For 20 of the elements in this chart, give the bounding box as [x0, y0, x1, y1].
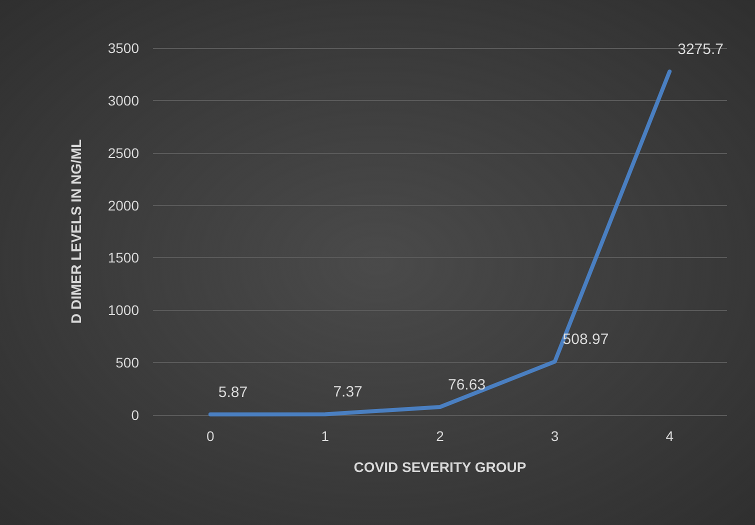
y-tick-label: 3500: [108, 40, 140, 56]
x-tick-label: 0: [206, 428, 214, 444]
y-axis-title: D DIMER LEVELS IN NG/ML: [68, 138, 84, 324]
y-tick-label: 2500: [108, 144, 140, 161]
line-series: [208, 70, 672, 416]
y-tick-label: 1000: [108, 302, 140, 318]
y-tick-label: 1500: [108, 250, 140, 266]
y-tick-label: 2000: [108, 197, 140, 214]
data-label: 3275.7: [678, 41, 724, 58]
x-axis-title: COVID SEVERITY GROUP: [354, 459, 526, 475]
y-tick-label: 500: [116, 354, 140, 371]
x-tick-label: 4: [666, 428, 674, 444]
x-tick-label: 2: [436, 428, 444, 444]
data-label: 7.37: [333, 384, 362, 401]
data-label: 76.63: [448, 376, 486, 394]
x-tick-label: 3: [550, 428, 559, 444]
y-tick-label: 0: [131, 407, 140, 423]
data-label: 5.87: [218, 384, 248, 401]
y-tick-label: 3000: [108, 92, 140, 108]
x-tick-label: 1: [321, 428, 330, 444]
